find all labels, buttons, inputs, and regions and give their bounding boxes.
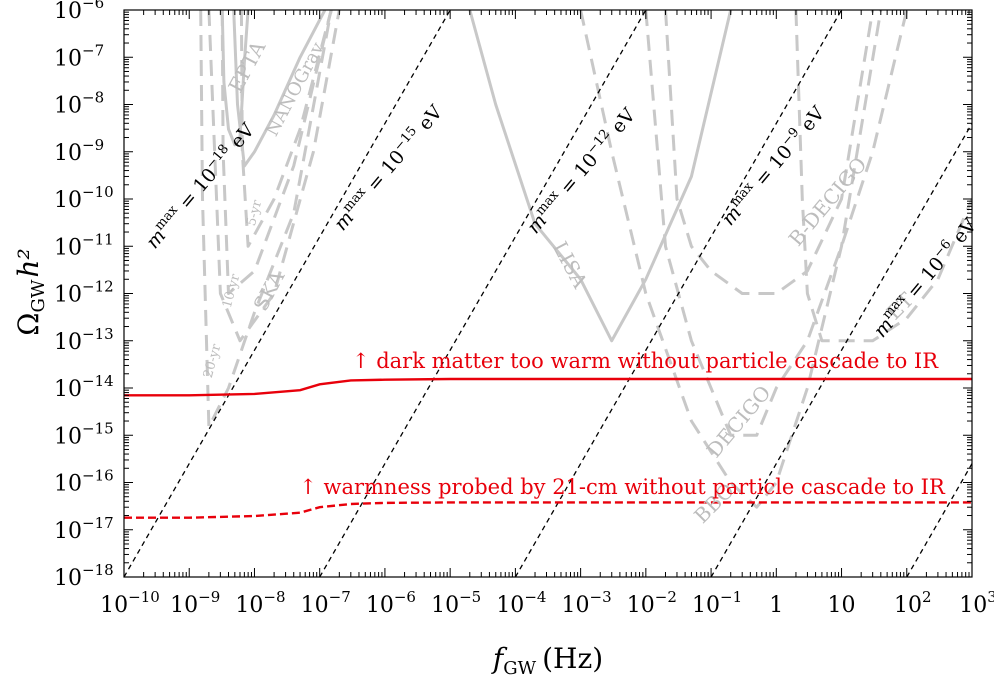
label-epta: EPTA (223, 36, 270, 96)
x-tick-label: 10−7 (301, 588, 351, 618)
label-lisa: LISA (548, 237, 593, 292)
y-tick-label: 10−17 (54, 514, 114, 544)
mass-line-3 (710, 122, 972, 577)
y-tick-label: 10−6 (54, 0, 104, 24)
x-axis-title: fGW (Hz) (491, 642, 603, 679)
label-5yr: 5-yr (244, 198, 265, 228)
detector-curve-lisa (468, 10, 733, 343)
x-tick-label: 10−2 (627, 588, 677, 618)
x-tick-label: 10−1 (692, 588, 742, 618)
y-tick-label: 10−13 (54, 325, 114, 355)
detector-curve-10-yr (220, 10, 333, 295)
label-nanograv: NANOGrav (262, 38, 329, 140)
label-decigo: DECIGO (702, 381, 776, 462)
mass-line-4 (906, 462, 972, 577)
y-tick-label: 10−9 (54, 136, 104, 166)
y-tick-label: 10−16 (54, 467, 114, 497)
label-10yr: 10-yr (220, 272, 244, 310)
mass-label-0: mmax = 10−18 eV (140, 118, 259, 253)
mass-label-4: mmax = 10−6 eV (868, 213, 982, 342)
y-tick-label: 10−10 (54, 183, 114, 213)
bound-curve-21cm (124, 501, 972, 519)
y-axis-title: ΩGWh² (12, 248, 49, 335)
detector-curve-ska (207, 10, 341, 343)
detector-curve-5-yr (239, 10, 333, 248)
label-dm-warm: ↑ dark matter too warm without particle … (352, 349, 939, 373)
y-tick-label: 10−14 (54, 372, 114, 402)
label-ska: SKA (248, 266, 289, 315)
x-tick-label: 103 (959, 588, 994, 618)
detector-curve-epta (220, 10, 250, 147)
detector-curve-20-yr (199, 10, 333, 429)
mass-lines (124, 10, 972, 577)
mass-line-0 (124, 10, 451, 577)
x-tick-label: 10−6 (366, 588, 416, 618)
detector-curve-b-decigo (664, 10, 875, 295)
mass-line-1 (319, 10, 647, 577)
mass-label-1: mmax = 10−15 eV (328, 100, 447, 235)
mass-line-2 (514, 10, 843, 577)
x-tick-label: 1 (769, 593, 783, 618)
label-21cm: ↑ warmness probed by 21-cm without parti… (299, 475, 946, 499)
bound-curves (124, 377, 972, 519)
tick-labels: 10−10 10−9 10−8 10−7 10−6 10−5 10−4 10−3 10−2 10−… (54, 0, 994, 618)
detector-sensitivity-curves (199, 10, 972, 509)
y-tick-label: 10−11 (54, 230, 114, 260)
y-tick-label: 10−18 (54, 561, 114, 591)
y-tick-label: 10−8 (54, 89, 104, 119)
y-tick-label: 10−7 (54, 41, 104, 71)
y-tick-label: 10−12 (54, 278, 114, 308)
label-20yr: 20-yr (201, 342, 225, 380)
bound-curve-dm-warm (124, 377, 972, 397)
label-bdecigo: B-DECIGO (784, 152, 872, 250)
x-tick-label: 10−9 (170, 588, 220, 618)
x-tick-label: 10−3 (562, 588, 612, 618)
x-tick-label: 10−5 (431, 588, 481, 618)
x-tick-label: 102 (894, 588, 932, 618)
x-tick-label: 10−10 (100, 588, 160, 618)
detector-curve-nanograv (232, 10, 327, 168)
x-tick-label: 10 (828, 593, 856, 618)
detector-curve-et (794, 10, 972, 343)
axis-ticks (123, 9, 973, 578)
x-tick-label: 10−4 (496, 588, 546, 618)
y-tick-label: 10−15 (54, 419, 114, 449)
x-tick-label: 10−8 (235, 588, 285, 618)
detector-curve-bbo (579, 10, 883, 509)
